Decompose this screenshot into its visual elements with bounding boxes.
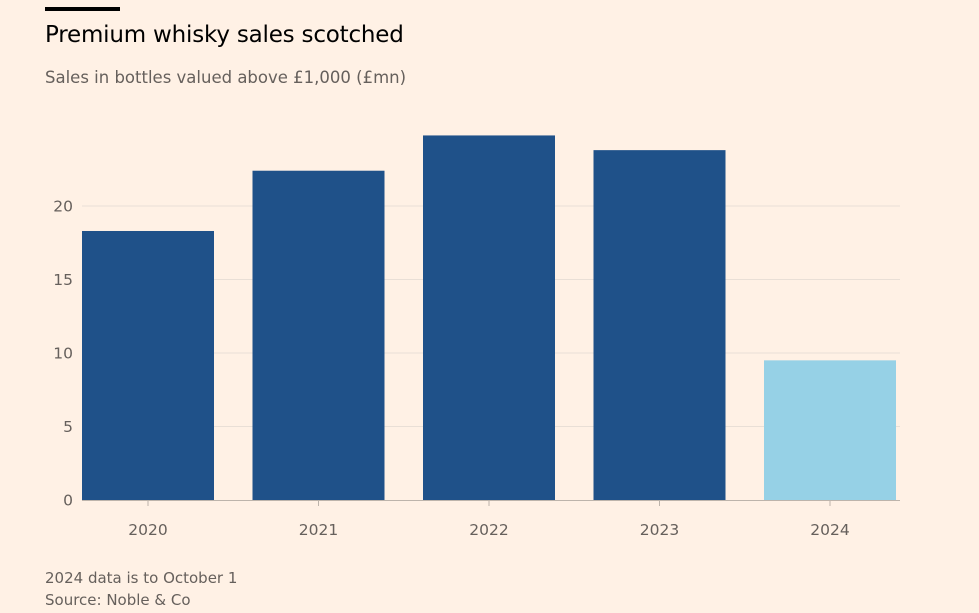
footnote-source: Source: Noble & Co — [45, 591, 191, 609]
bar-2022 — [423, 135, 555, 500]
bars — [82, 135, 896, 501]
x-tick-label: 2022 — [469, 521, 508, 539]
x-tick-label: 2023 — [640, 521, 679, 539]
chart-title: Premium whisky sales scotched — [45, 22, 404, 48]
x-tick-label: 2020 — [128, 521, 167, 539]
x-tick-label: 2021 — [299, 521, 338, 539]
bar-2024 — [764, 360, 896, 500]
bar-2021 — [252, 170, 385, 500]
chart-subtitle: Sales in bottles valued above £1,000 (£m… — [45, 68, 407, 87]
bar-2023 — [593, 150, 726, 500]
y-tick-label: 20 — [53, 198, 73, 216]
y-tick-label: 5 — [63, 418, 73, 436]
x-tick-label: 2024 — [810, 521, 849, 539]
y-tick-label: 0 — [63, 492, 73, 510]
bar-2020 — [82, 230, 214, 501]
y-tick-label: 10 — [53, 345, 73, 363]
y-tick-label: 15 — [53, 271, 73, 289]
header-accent-bar — [45, 7, 120, 11]
footnote-data-note: 2024 data is to October 1 — [45, 569, 238, 587]
